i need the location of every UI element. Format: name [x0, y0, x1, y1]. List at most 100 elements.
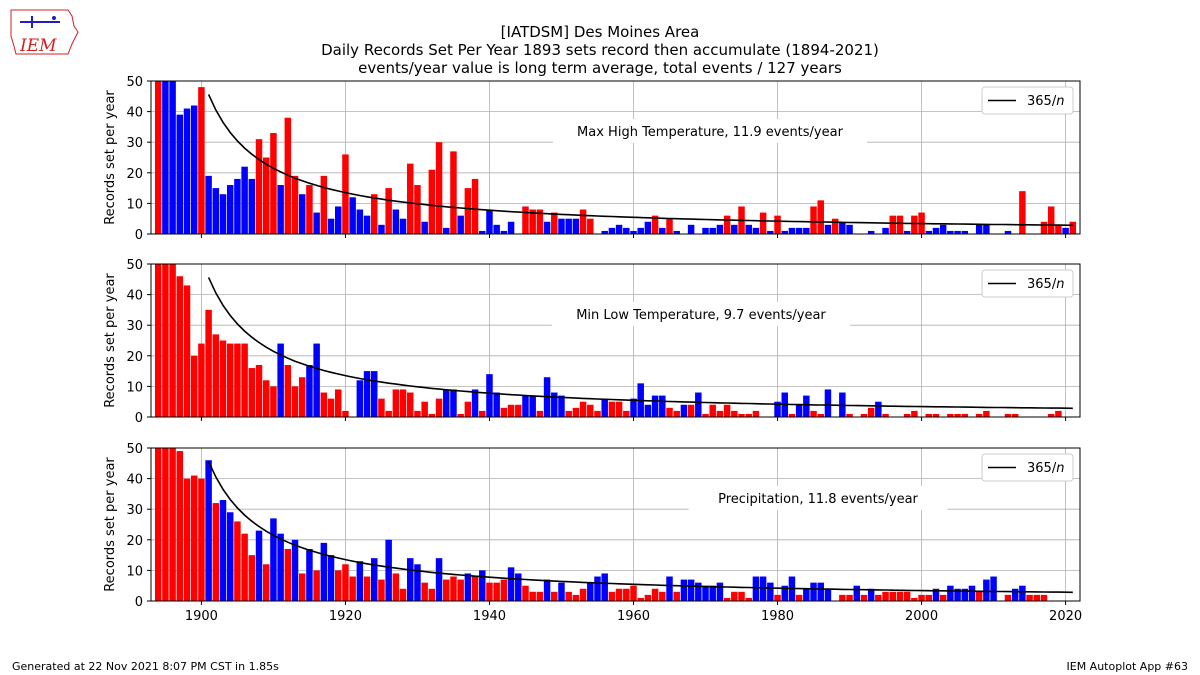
record-bar — [313, 212, 320, 234]
y-tick-label: 20 — [126, 534, 143, 549]
record-bar — [169, 448, 176, 601]
generated-timestamp: Generated at 22 Nov 2021 8:07 PM CST in … — [12, 660, 279, 673]
record-bar — [709, 227, 716, 234]
record-bar — [320, 392, 328, 417]
record-bar — [911, 597, 918, 601]
record-bar — [918, 594, 925, 601]
record-bar — [421, 221, 428, 234]
record-bar — [270, 386, 277, 417]
record-bar — [601, 398, 608, 417]
record-bar — [1019, 191, 1026, 234]
record-bar — [579, 588, 587, 601]
record-bar — [1047, 206, 1055, 234]
record-bar — [334, 570, 342, 601]
record-bar — [507, 221, 515, 234]
record-bar — [637, 597, 644, 601]
record-bar — [810, 582, 817, 601]
record-bar — [716, 224, 724, 234]
legend-label: 365/n — [1027, 94, 1064, 109]
record-bar — [363, 215, 371, 234]
record-bar — [407, 558, 414, 601]
record-bar — [407, 392, 414, 417]
record-bar — [939, 594, 947, 601]
record-bar — [810, 206, 817, 234]
record-bar — [493, 582, 500, 601]
record-bar — [205, 309, 212, 417]
record-bar — [651, 588, 659, 601]
record-bar — [169, 264, 176, 417]
record-bar — [414, 410, 421, 417]
record-bar — [435, 142, 443, 234]
record-bar — [666, 407, 673, 417]
record-bar — [327, 555, 335, 601]
record-bar — [371, 194, 378, 234]
record-bar — [659, 591, 666, 601]
record-bar — [716, 410, 724, 417]
record-bar — [601, 573, 608, 601]
record-bar — [608, 401, 616, 417]
record-bar — [154, 81, 162, 234]
record-bar — [428, 413, 436, 417]
record-bar — [291, 539, 299, 601]
record-bar — [983, 410, 990, 417]
record-bar — [414, 185, 421, 234]
y-tick-label: 20 — [126, 350, 143, 365]
record-bar — [421, 582, 428, 601]
record-bar — [637, 227, 644, 234]
record-bar — [882, 413, 889, 417]
record-bar — [788, 413, 796, 417]
record-bar — [738, 591, 745, 601]
record-bar — [882, 227, 889, 234]
record-bar — [356, 561, 364, 601]
record-bar — [457, 413, 464, 417]
record-bar — [486, 582, 493, 601]
record-bar — [767, 230, 774, 234]
record-bar — [687, 579, 695, 601]
record-bar — [1004, 230, 1012, 234]
record-bar — [767, 582, 774, 601]
record-bar — [947, 585, 954, 601]
record-bar — [313, 343, 320, 417]
record-bar — [522, 395, 529, 417]
record-bar — [558, 218, 565, 234]
y-axis-label: Records set per year — [103, 273, 118, 408]
record-bar — [824, 224, 832, 234]
record-bar — [169, 81, 176, 234]
record-bar — [867, 588, 875, 601]
legend-box — [981, 453, 1074, 482]
record-bar — [723, 404, 731, 417]
record-bar — [579, 209, 587, 234]
record-bar — [680, 404, 688, 417]
record-bar — [630, 230, 637, 234]
record-bar — [1011, 588, 1019, 601]
record-bar — [363, 576, 371, 601]
record-bar — [385, 539, 392, 601]
annotation-text: Min Low Temperature, 9.7 events/year — [576, 308, 826, 323]
record-bar — [536, 410, 544, 417]
record-bar — [745, 413, 752, 417]
record-bar — [198, 343, 205, 417]
x-tick-label: 1960 — [617, 609, 650, 624]
y-tick-label: 10 — [126, 197, 143, 212]
record-bar — [709, 585, 716, 601]
record-bar — [666, 218, 673, 234]
record-bar — [831, 218, 839, 234]
iem-logo: IEM — [8, 6, 80, 58]
record-bar — [882, 591, 889, 601]
record-bar — [241, 166, 248, 234]
record-bar — [925, 230, 933, 234]
record-bar — [493, 224, 500, 234]
record-bar — [248, 368, 256, 417]
record-bar — [226, 343, 234, 417]
record-bar — [334, 389, 342, 417]
record-bar — [860, 413, 868, 417]
record-bar — [659, 227, 666, 234]
record-bar — [1011, 413, 1019, 417]
annotation-text: Max High Temperature, 11.9 events/year — [577, 125, 844, 140]
record-bar — [860, 594, 868, 601]
record-bar — [162, 81, 169, 234]
record-bar — [695, 582, 702, 601]
record-bar — [320, 542, 328, 601]
record-bar — [421, 401, 428, 417]
record-bar — [954, 413, 961, 417]
